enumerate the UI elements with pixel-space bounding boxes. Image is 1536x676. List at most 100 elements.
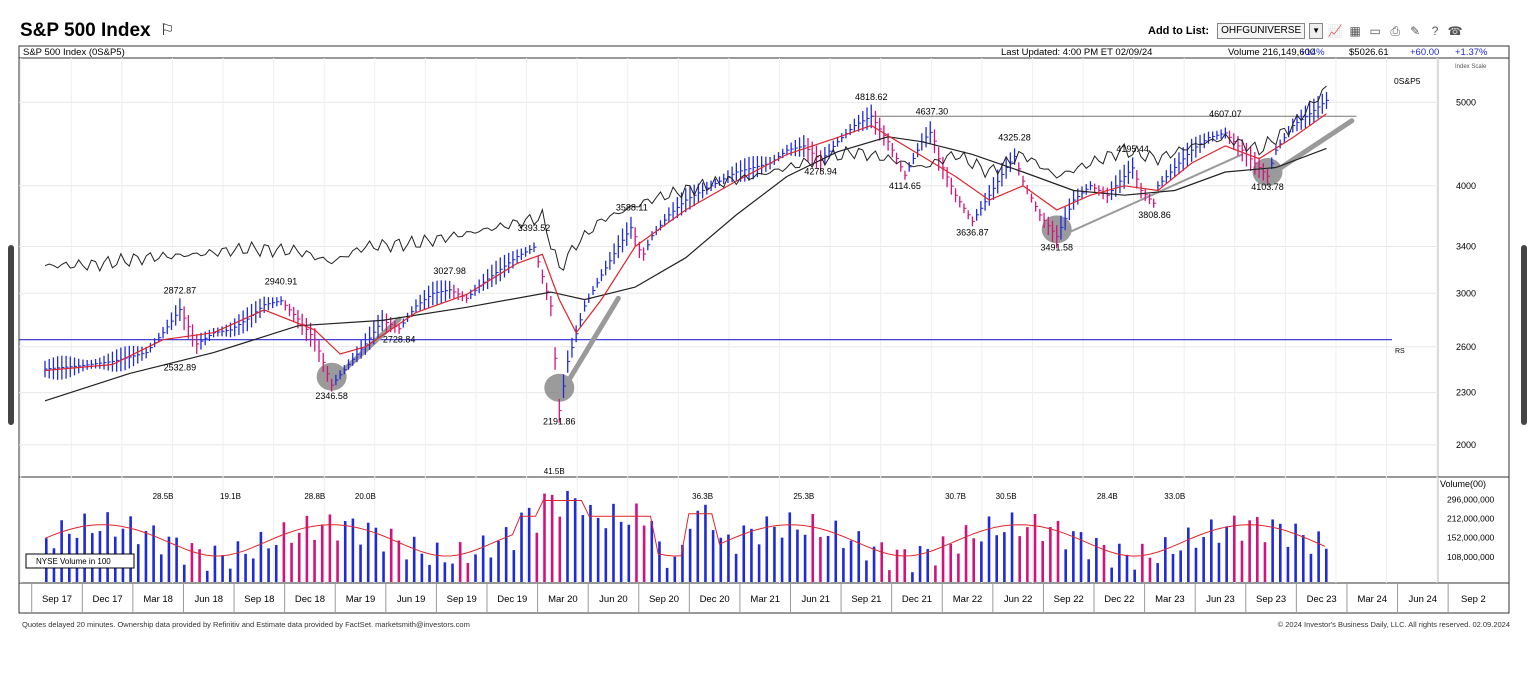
folder-icon[interactable]: ▭ [1369,24,1381,38]
volume-bar [1102,544,1106,582]
chart-icon[interactable]: 📈 [1327,24,1343,38]
volume-bar [1202,537,1205,582]
x-tick-label: Dec 23 [1307,594,1337,605]
volume-bar [228,568,232,582]
volume-bar [727,534,730,582]
volume-bar [765,516,769,582]
volume-bar [1217,542,1221,582]
price-label: 3027.98 [433,266,466,276]
volume-bar [458,542,462,582]
volume-bar [397,540,401,582]
highlight-circles [316,158,1283,402]
tools-icon[interactable]: ✎ [1410,24,1421,38]
left-scroll-handle[interactable] [8,245,14,425]
toolbar: Add to List: OHFGUNIVERSE ▼ 📈 ▦ ▭ ⎙ ✎ ? … [1148,22,1463,40]
volume-bar [696,510,700,582]
volume-bar [106,512,109,582]
volume-bar [474,554,477,582]
volume-bar [1110,567,1113,582]
x-tick-label: Sep 17 [42,594,72,605]
volume-bar [872,546,876,582]
x-tick-label: Jun 23 [1206,594,1235,605]
volume-bar [1317,531,1320,582]
y-tick-label: 5000 [1456,97,1476,107]
volume-bar [972,538,976,582]
volume-bar [481,535,485,582]
volume-bar [259,531,263,582]
volume-bar [1056,520,1060,582]
y-tick-label: 2000 [1456,440,1476,450]
volume-y-tick: 108,000,000 [1447,552,1495,562]
price-y-axis: 5000 4000 3400 3000 2600 2300 2000 [1456,97,1476,449]
volume-bar [627,524,631,582]
volume-bar [1271,519,1274,582]
volume-bar [635,503,638,582]
price-label: 3491.58 [1040,243,1073,253]
volume-bar [359,544,362,582]
right-scroll-handle[interactable] [1521,245,1527,425]
volume-bar [604,528,608,582]
volume-bar [1003,532,1006,582]
x-tick-label: Jun 19 [397,594,426,605]
volume-bar [566,490,569,582]
help-icon[interactable]: ? [1431,24,1439,38]
volume-bar [428,564,431,582]
volume-bar [1018,536,1022,582]
volume-bar [328,514,332,582]
phone-icon[interactable]: ☎ [1447,24,1463,38]
volume-bar [612,503,615,582]
price-label: 4325.28 [998,133,1031,143]
volume-bar [290,542,293,582]
volume-bar [221,555,224,582]
x-tick-label: Dec 19 [497,594,527,605]
x-tick-label: Jun 20 [599,594,628,605]
y-tick-label: 3400 [1456,242,1476,252]
x-tick-label: Jun 21 [802,594,831,605]
price-label: 3588.11 [616,202,648,212]
highlight-circle [316,362,347,391]
dropdown-icon[interactable]: ▼ [1309,23,1324,39]
volume-bar [1240,540,1244,582]
volume-bar [412,536,416,582]
volume-bar [313,539,316,582]
volume-bar [788,512,792,582]
list-select[interactable]: OHFGUNIVERSE [1217,23,1306,39]
volume-bar [903,549,907,582]
price-label: 3393.52 [518,223,551,233]
trendline [556,295,621,399]
volume-bar [182,564,186,582]
grid-icon[interactable]: ▦ [1349,24,1361,38]
volume-bar [1087,559,1090,582]
volume-bar [405,559,408,582]
volume-bar [336,540,339,582]
volume-peak-label: 30.5B [996,492,1017,501]
volume-bar [857,531,861,582]
volume-peak-label: 33.0B [1164,492,1185,501]
volume-bar [535,532,539,582]
volume-y-tick: 296,000,000 [1447,494,1495,504]
volume-bar [1324,548,1328,582]
volume-bar [213,545,217,582]
volume-value: Volume 216,149,600 [1228,47,1315,58]
print-icon[interactable]: ⎙ [1390,24,1400,38]
flag-icon[interactable]: ⚐ [160,22,175,39]
x-tick-label: Mar 20 [548,594,578,605]
volume-bar [244,553,247,582]
volume-bar [1309,553,1313,582]
volume-peak-label: 20.0B [355,492,376,501]
volume-bar [681,544,684,582]
x-tick-label: Mar 18 [143,594,173,605]
volume-bar [366,522,370,582]
volume-bar [842,548,845,582]
price-label: 4818.62 [855,92,888,102]
price-label: 2872.87 [164,285,197,295]
volume-bar [796,529,799,582]
volume-bar [558,516,562,582]
price-change: +60.00 [1410,47,1439,58]
volume-bar [665,567,669,582]
x-tick-label: Sep 20 [649,594,679,605]
x-tick-label: Dec 20 [700,594,730,605]
volume-bar [1148,557,1152,582]
price-label: 3636.87 [956,227,989,237]
x-tick-label: Jun 22 [1004,594,1033,605]
